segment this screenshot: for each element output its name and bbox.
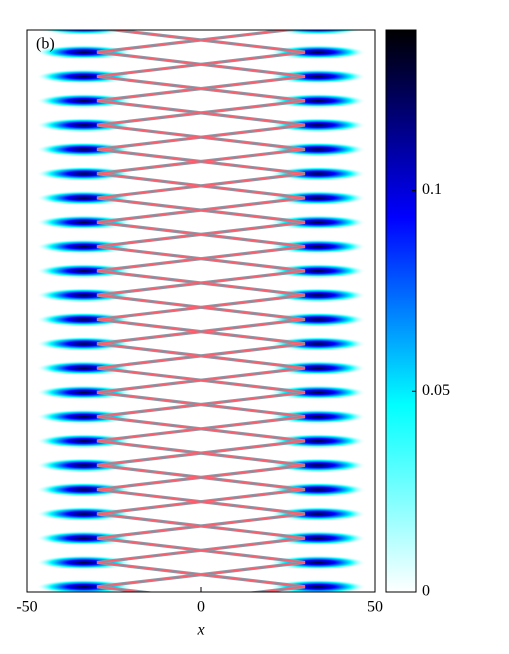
intensity-blob bbox=[270, 628, 366, 642]
intensity-blob bbox=[36, 336, 132, 351]
colorbar-tick-label: 0.05 bbox=[422, 382, 450, 399]
intensity-blob bbox=[270, 433, 366, 448]
intensity-blob bbox=[36, 69, 132, 84]
intensity-blob bbox=[36, 45, 132, 60]
field-pattern bbox=[36, 30, 366, 642]
intensity-blob bbox=[36, 142, 132, 157]
x-axis-label: x bbox=[196, 622, 204, 639]
intensity-blob bbox=[36, 190, 132, 205]
intensity-blob bbox=[36, 506, 132, 521]
intensity-blob bbox=[36, 531, 132, 546]
panel-label: (b) bbox=[36, 36, 55, 53]
intensity-blob bbox=[270, 93, 366, 108]
intensity-blob bbox=[36, 628, 132, 642]
intensity-blob bbox=[36, 215, 132, 230]
intensity-blob bbox=[270, 458, 366, 473]
intensity-blob bbox=[36, 118, 132, 133]
intensity-blob bbox=[36, 93, 132, 108]
intensity-blob bbox=[36, 312, 132, 327]
wave-core bbox=[96, 30, 202, 592]
intensity-blob bbox=[36, 288, 132, 303]
intensity-blob bbox=[270, 239, 366, 254]
intensity-blob bbox=[36, 385, 132, 400]
colorbar-tick-label: 0 bbox=[422, 583, 430, 600]
intensity-blob bbox=[270, 263, 366, 278]
colorbar-tick-label: 0.1 bbox=[422, 181, 442, 198]
wave-core bbox=[200, 30, 306, 592]
intensity-blob bbox=[270, 69, 366, 84]
intensity-blob bbox=[38, 30, 130, 35]
x-tick-label: 0 bbox=[197, 599, 205, 616]
intensity-blob bbox=[270, 190, 366, 205]
intensity-blob bbox=[270, 45, 366, 60]
intensity-blob bbox=[36, 263, 132, 278]
intensity-blob bbox=[270, 336, 366, 351]
intensity-blob bbox=[270, 312, 366, 327]
intensity-blob bbox=[270, 385, 366, 400]
intensity-blob bbox=[36, 482, 132, 497]
intensity-blob bbox=[36, 458, 132, 473]
intensity-blob bbox=[270, 215, 366, 230]
intensity-blob bbox=[270, 555, 366, 570]
intensity-blob bbox=[36, 239, 132, 254]
intensity-blob bbox=[270, 361, 366, 376]
intensity-blob bbox=[270, 506, 366, 521]
intensity-blob bbox=[270, 166, 366, 181]
intensity-blob bbox=[270, 604, 366, 618]
intensity-blob bbox=[36, 409, 132, 424]
intensity-blob bbox=[270, 142, 366, 157]
intensity-blob bbox=[270, 482, 366, 497]
intensity-blob bbox=[36, 555, 132, 570]
intensity-blob bbox=[36, 361, 132, 376]
colorbar bbox=[385, 29, 417, 593]
intensity-blob bbox=[36, 604, 132, 618]
intensity-blob bbox=[270, 531, 366, 546]
intensity-blob bbox=[270, 118, 366, 133]
intensity-blob bbox=[36, 166, 132, 181]
intensity-blob bbox=[36, 433, 132, 448]
x-tick-label: 50 bbox=[367, 599, 383, 616]
intensity-blob bbox=[272, 30, 364, 35]
intensity-blob bbox=[270, 409, 366, 424]
intensity-blob bbox=[270, 288, 366, 303]
x-tick-label: -50 bbox=[16, 599, 37, 616]
